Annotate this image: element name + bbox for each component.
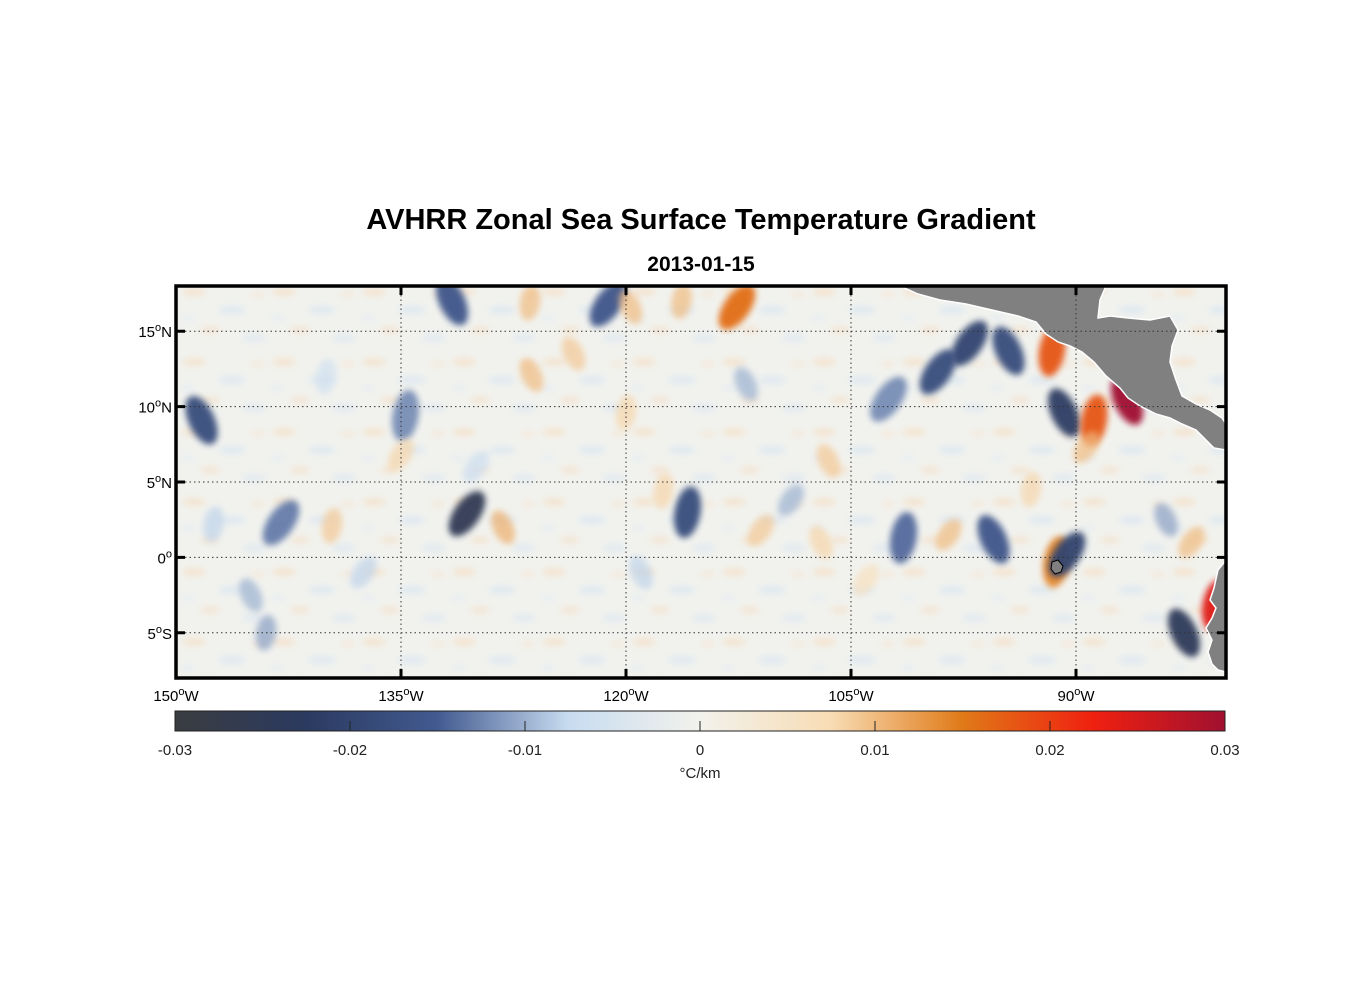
gradient-feature	[391, 389, 420, 442]
gradient-feature	[491, 510, 515, 545]
gradient-feature	[1178, 526, 1205, 559]
gradient-feature	[852, 564, 880, 596]
colorbar-tick-label: 0	[696, 742, 704, 759]
gradient-feature	[992, 326, 1025, 375]
gradient-feature	[1047, 388, 1081, 437]
gradient-feature	[718, 286, 756, 330]
colorbar-tick-label: -0.01	[508, 742, 542, 759]
chart-subtitle: 2013-01-15	[647, 253, 755, 276]
gradient-feature	[519, 358, 544, 392]
land-south-america	[1205, 558, 1226, 673]
chart-title: AVHRR Zonal Sea Surface Temperature Grad…	[366, 204, 1036, 236]
gradient-feature	[870, 376, 907, 422]
gradient-feature	[777, 484, 805, 516]
lon-tick-label: 135oW	[378, 686, 424, 705]
colorbar-unit: °C/km	[680, 765, 721, 782]
land-central-america	[899, 286, 1226, 451]
gradient-feature	[809, 525, 833, 560]
gradient-feature	[1154, 502, 1178, 537]
gradient-feature	[889, 512, 918, 564]
lon-tick-label: 120oW	[603, 686, 649, 705]
lat-tick-label: 0o	[158, 548, 172, 567]
colorbar-tick-label: 0.01	[860, 742, 889, 759]
gradient-feature	[462, 451, 490, 483]
gradient-feature	[951, 320, 988, 366]
gradient-feature	[185, 396, 218, 445]
map-field	[176, 286, 1226, 678]
gradient-feature	[435, 286, 469, 326]
lon-tick-label: 105oW	[828, 686, 874, 705]
lat-tick-label: 10oN	[138, 398, 172, 417]
colorbar-tick-label: -0.02	[333, 742, 367, 759]
gradient-feature	[519, 286, 541, 321]
gradient-feature	[1020, 471, 1042, 508]
gradient-feature	[618, 290, 643, 324]
gradient-features	[185, 286, 1226, 657]
colorbar-tick-label: 0.02	[1035, 742, 1064, 759]
gradient-feature	[673, 486, 702, 538]
gradient-feature	[350, 556, 377, 589]
map-axis-ticks: 150oW 135oW 120oW 105oW 90oW 15oN 10oN 5oN 0o 5oS	[138, 286, 1226, 705]
lat-tick-label: 5oN	[147, 473, 172, 492]
gradient-feature	[1073, 431, 1100, 464]
gradient-feature	[315, 358, 337, 395]
gradient-feature	[387, 439, 415, 471]
lon-tick-label: 90oW	[1058, 686, 1096, 705]
gradient-feature	[1080, 394, 1108, 446]
gradient-feature	[203, 506, 224, 543]
lat-tick-label: 5oS	[148, 624, 172, 643]
gradient-feature	[747, 514, 775, 547]
gradient-feature	[977, 515, 1010, 564]
lon-tick-label: 150oW	[153, 686, 199, 705]
gradient-feature	[671, 286, 692, 319]
gradient-feature	[589, 286, 627, 327]
gradient-feature	[561, 336, 586, 371]
gradient-feature	[239, 578, 263, 612]
gradient-feature	[919, 349, 957, 395]
gradient-feature	[448, 491, 486, 537]
lat-tick-label: 15oN	[138, 322, 172, 341]
gradient-feature	[816, 444, 841, 478]
gradient-feature	[935, 518, 962, 551]
gradient-feature	[629, 555, 653, 590]
gradient-feature	[262, 500, 300, 546]
colorbar-ticks: -0.03 -0.02 -0.01 0 0.01 0.02 0.03	[158, 721, 1240, 759]
colorbar-tick-label: -0.03	[158, 742, 192, 759]
land-galapagos	[1050, 559, 1064, 575]
gradient-feature	[734, 367, 758, 401]
colorbar-tick-label: 0.03	[1210, 742, 1239, 759]
gradient-feature	[321, 507, 343, 544]
